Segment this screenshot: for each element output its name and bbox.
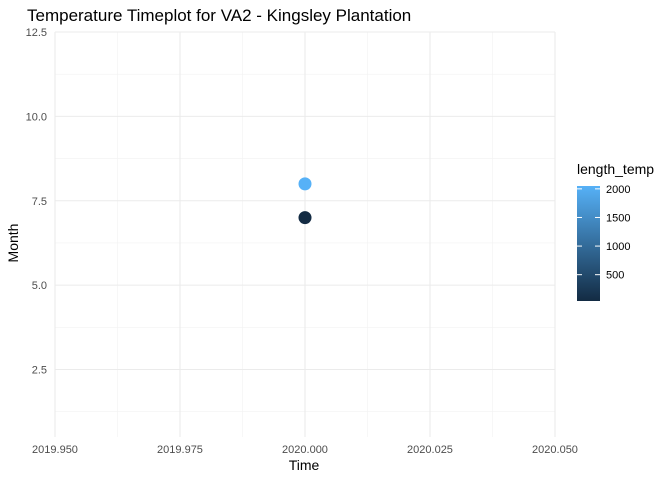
y-tick-label: 10.0 <box>26 111 47 123</box>
data-point <box>298 211 312 225</box>
x-axis-title: Time <box>289 457 320 473</box>
y-axis-title: Month <box>5 224 21 263</box>
data-point <box>298 177 312 191</box>
x-tick-label: 2019.975 <box>157 444 203 456</box>
legend-breaks: 500 1000 1500 2000 <box>577 184 630 282</box>
legend-break-label: 1500 <box>606 212 630 224</box>
legend-break-label: 500 <box>606 270 624 282</box>
x-axis-ticks: 2019.950 2019.975 2020.000 2020.025 2020.050 <box>32 444 578 456</box>
legend-break-label: 2000 <box>606 184 630 196</box>
data-points <box>298 177 312 225</box>
x-tick-label: 2019.950 <box>32 444 78 456</box>
y-tick-label: 12.5 <box>26 27 47 39</box>
legend-break-label: 1000 <box>606 241 630 253</box>
x-tick-label: 2020.000 <box>282 444 328 456</box>
y-tick-label: 5.0 <box>32 280 47 292</box>
plot-gridlines <box>54 31 556 437</box>
legend-colorbar <box>577 186 600 301</box>
legend-title: length_temp <box>577 161 654 177</box>
y-axis-ticks: 2.5 5.0 7.5 10.0 12.5 <box>26 27 47 377</box>
y-tick-label: 7.5 <box>32 196 47 208</box>
x-tick-label: 2020.050 <box>532 444 578 456</box>
x-tick-label: 2020.025 <box>407 444 453 456</box>
color-legend: length_temp 500 1000 1500 2000 <box>577 161 654 301</box>
y-tick-label: 2.5 <box>32 365 47 377</box>
chart-title: Temperature Timeplot for VA2 - Kingsley … <box>27 6 411 25</box>
